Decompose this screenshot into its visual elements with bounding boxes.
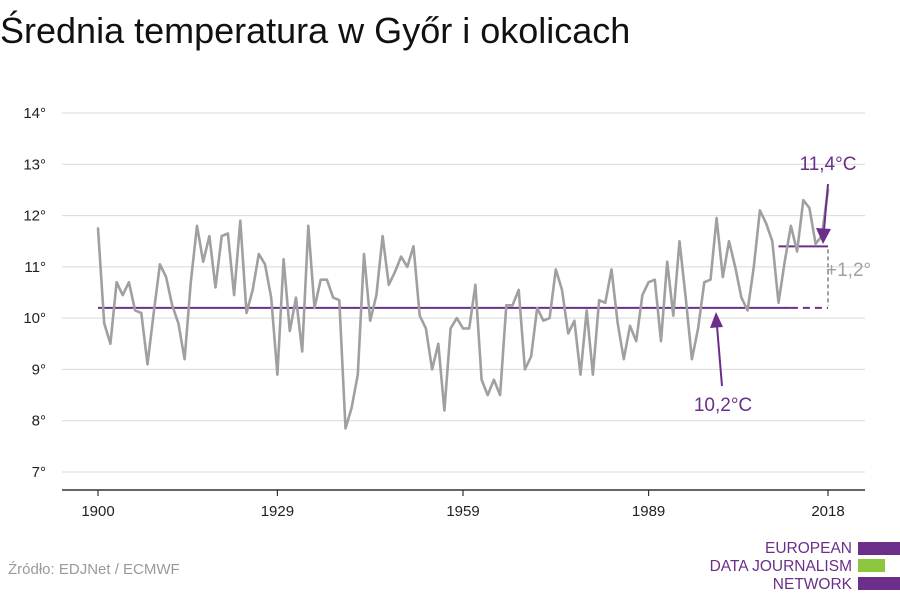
logo-bar-bottom (858, 577, 900, 590)
recent-average-arrow (823, 183, 829, 231)
chart-title: Średnia temperatura w Győr i okolicach (0, 10, 631, 51)
recent-average-arrowhead (816, 228, 831, 244)
logo-bar-top (858, 542, 900, 555)
annotations: 11,4°C 10,2°C +1,2° (694, 154, 871, 416)
y-tick-label-14: 14° (23, 105, 46, 122)
baseline-average-arrow (716, 325, 723, 387)
y-tick-label-11: 11° (24, 259, 46, 276)
series-group (96, 188, 830, 430)
recent-average-label: 11,4°C (800, 154, 857, 175)
grid-lines (62, 112, 865, 473)
baseline-average-label: 10,2°C (694, 395, 752, 416)
x-tick-label-1959: 1959 (446, 503, 479, 520)
logo-bar-middle (858, 559, 885, 572)
x-tick-label-1989: 1989 (632, 503, 665, 520)
x-tick-label-1929: 1929 (261, 503, 294, 520)
y-tick-label-8: 8° (32, 413, 46, 430)
y-tick-label-13: 13° (23, 156, 46, 173)
difference-label: +1,2° (826, 260, 871, 281)
reference-lines (98, 245, 829, 309)
y-tick-label-12: 12° (23, 208, 46, 225)
temperature-series-line (96, 188, 830, 430)
logo-line-data-journalism: DATA JOURNALISM (709, 558, 852, 575)
x-tick-label-2018: 2018 (811, 503, 844, 520)
edjnet-logo: EUROPEAN DATA JOURNALISM NETWORK (700, 540, 900, 598)
baseline-average-arrowhead (710, 312, 723, 328)
logo-line-european: EUROPEAN (765, 540, 852, 557)
source-note: Źródło: EDJNet / ECMWF (8, 561, 180, 578)
y-tick-label-7: 7° (32, 464, 46, 481)
y-tick-label-9: 9° (32, 361, 46, 378)
y-axis-ticks: 7° 8° 9° 10° 11° 12° 13° 14° (23, 105, 46, 481)
y-tick-label-10: 10° (23, 310, 46, 327)
x-tick-label-1900: 1900 (81, 503, 114, 520)
x-axis: 1900 1929 1959 1989 2018 (62, 489, 865, 520)
logo-line-network: NETWORK (772, 576, 852, 593)
